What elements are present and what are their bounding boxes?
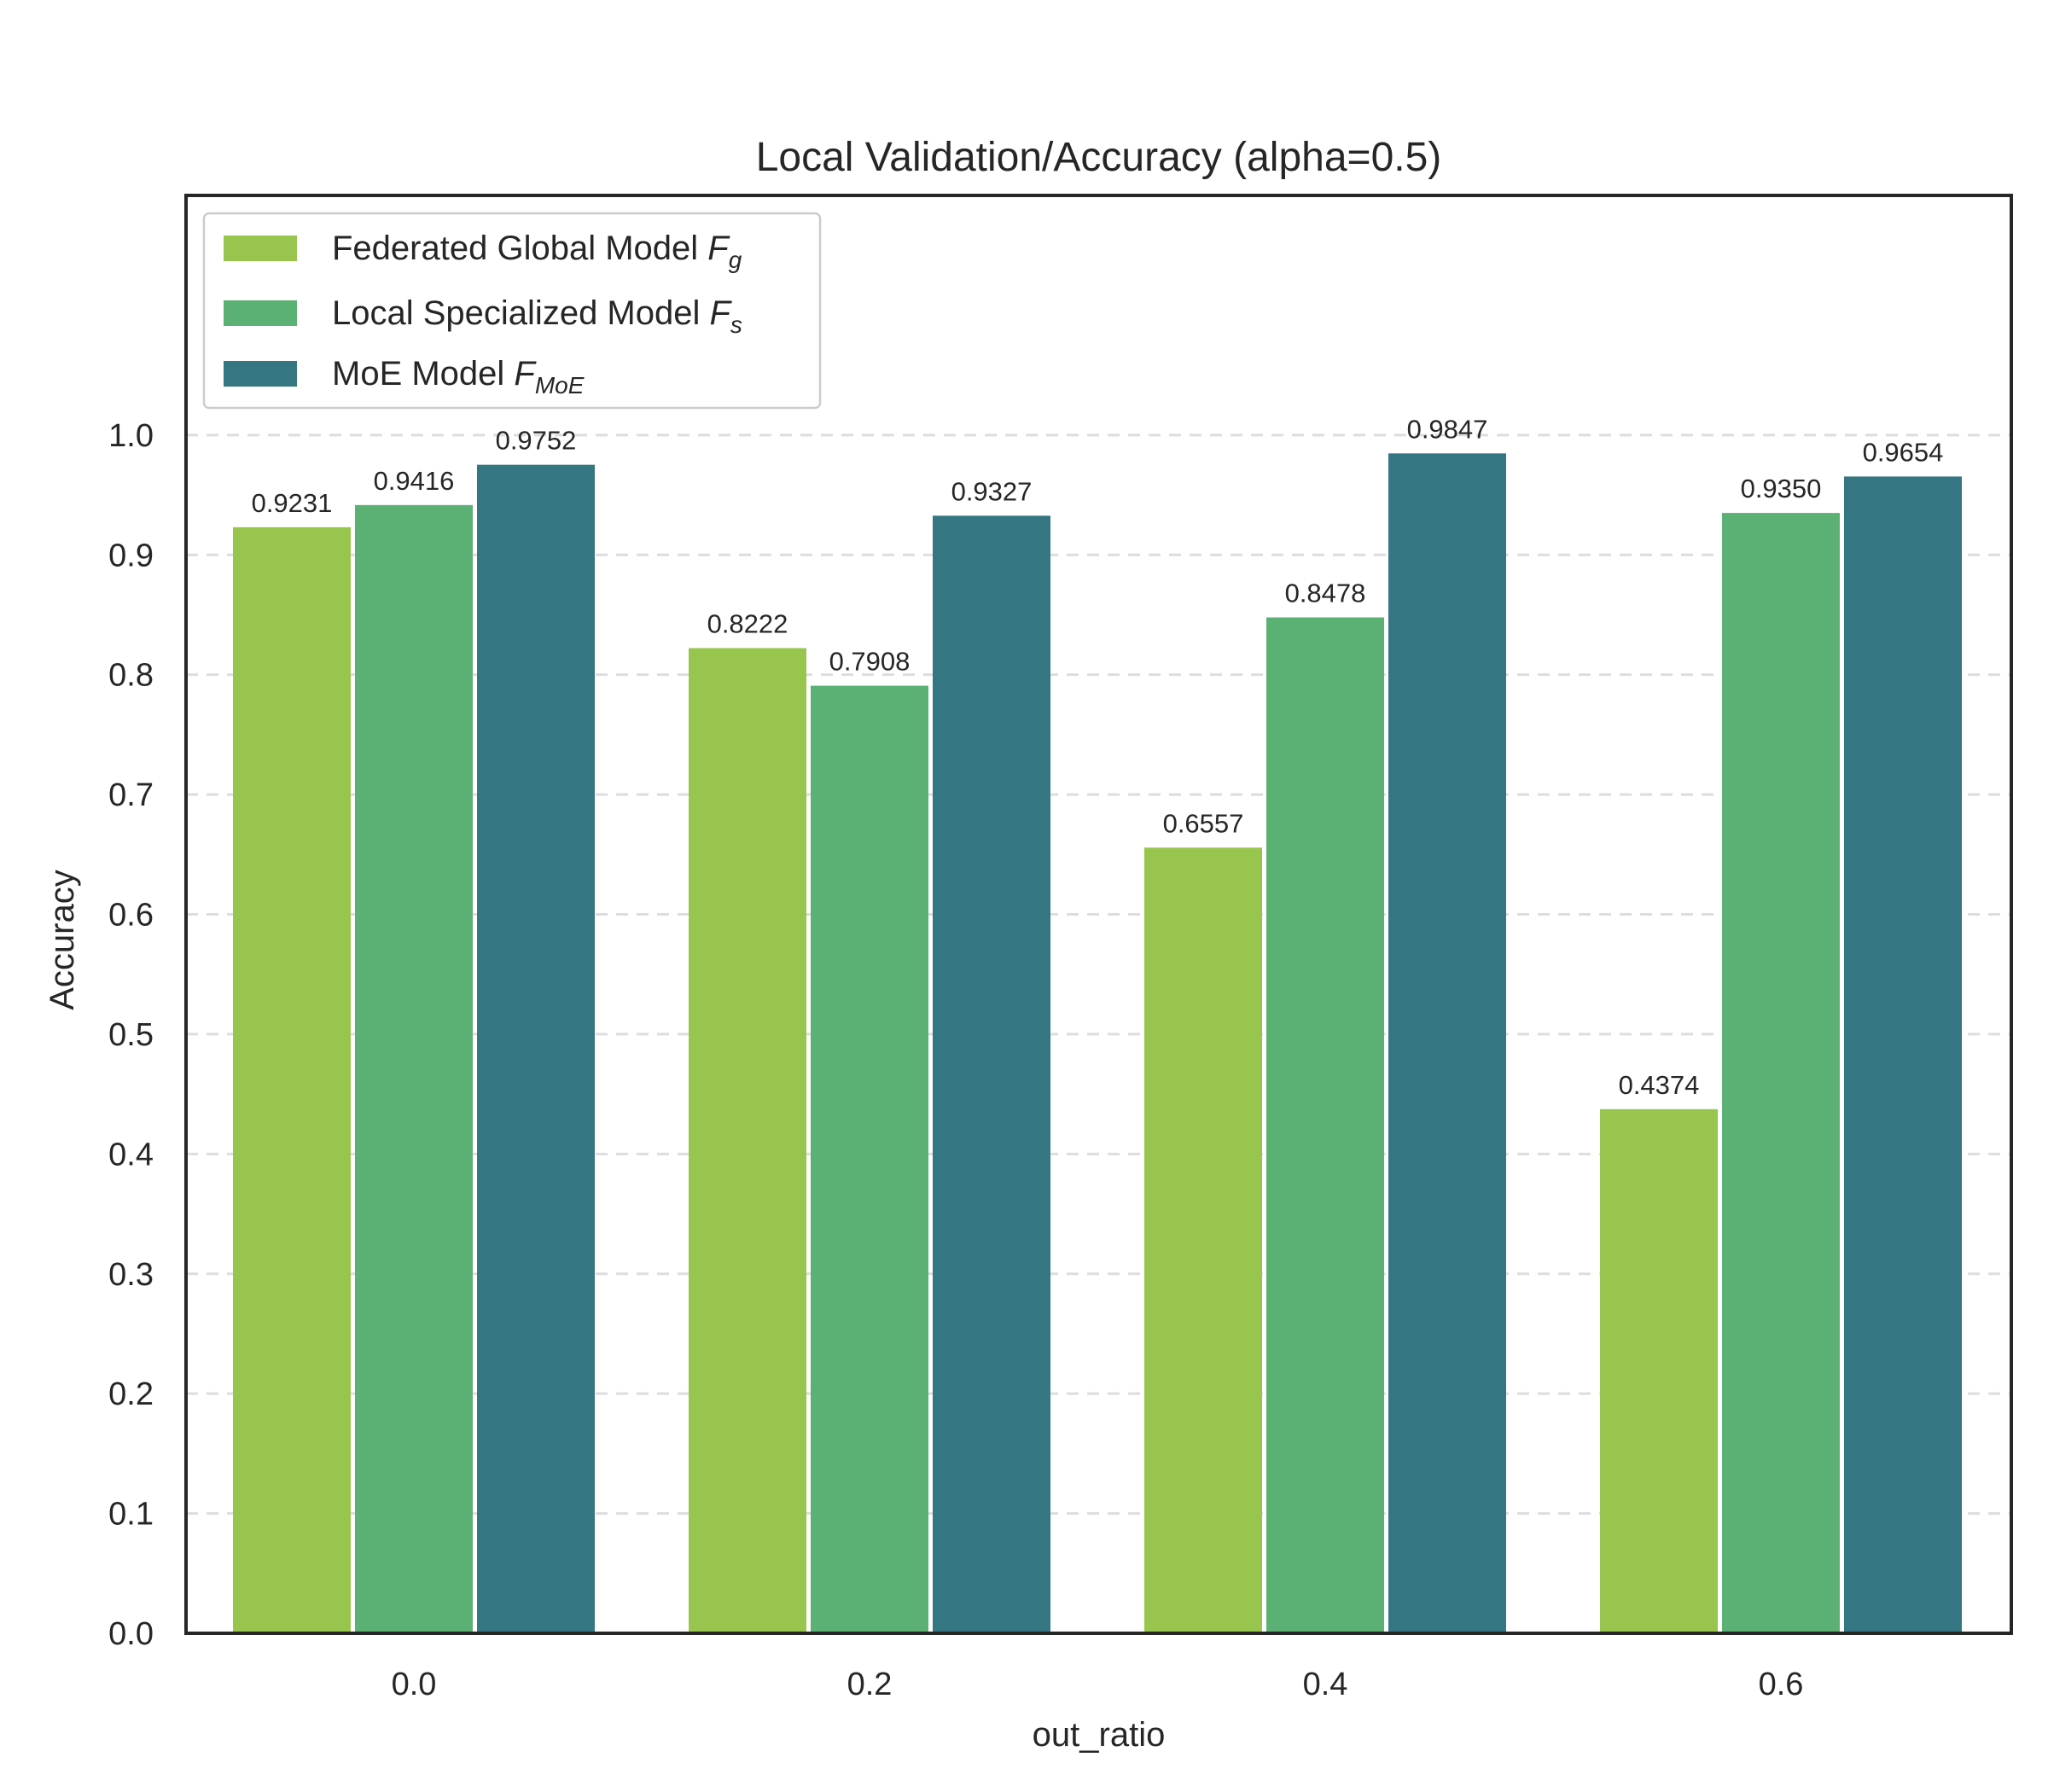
- bar-value-label: 0.9231: [252, 488, 333, 518]
- legend-box: [202, 212, 822, 410]
- legend-label-subscript: s: [730, 311, 742, 338]
- chart-title: Local Validation/Accuracy (alpha=0.5): [756, 135, 1442, 180]
- legend-label-subscript: g: [729, 247, 742, 273]
- y-tick-label: 0.4: [108, 1137, 154, 1172]
- y-ticks: 0.0 0.1 0.2 0.3 0.4 0.5 0.6 0.7 0.8 0.9 1.0: [108, 418, 154, 1652]
- legend: Federated Global Model Fg Local Specializ…: [202, 212, 822, 410]
- bar: [1266, 617, 1384, 1633]
- bar: [1388, 453, 1506, 1633]
- bar-value-label: 0.7908: [829, 647, 911, 677]
- bar-value-label: 0.9327: [951, 476, 1033, 506]
- legend-swatch: [224, 361, 297, 387]
- bar-value-label: 0.9847: [1407, 414, 1488, 444]
- bar: [933, 515, 1050, 1633]
- y-tick-label: 0.0: [108, 1616, 154, 1652]
- bar-value-label: 0.8222: [707, 608, 788, 638]
- bar-value-label: 0.9654: [1863, 437, 1944, 467]
- legend-label-text: MoE Model: [332, 355, 514, 393]
- bar-value-label: 0.9416: [374, 466, 455, 496]
- legend-label-text: Local Specialized Model: [332, 294, 709, 332]
- x-ticks: 0.0 0.2 0.4 0.6: [392, 1667, 1804, 1702]
- bar-value-label: 0.4374: [1619, 1070, 1700, 1100]
- legend-label-symbol: F: [514, 355, 537, 393]
- bar: [689, 648, 806, 1633]
- bars: [233, 453, 1962, 1634]
- bar: [1144, 847, 1262, 1633]
- x-tick-label: 0.2: [847, 1667, 893, 1702]
- y-tick-label: 0.5: [108, 1017, 154, 1053]
- legend-label-subscript: MoE: [535, 372, 585, 399]
- legend-label-symbol: F: [707, 230, 730, 267]
- legend-swatch: [224, 300, 297, 326]
- bar: [1722, 513, 1840, 1633]
- y-tick-label: 0.2: [108, 1376, 154, 1412]
- data-labels: 0.9231 0.9416 0.9752 0.8222 0.7908 0.9327 0.65…: [252, 414, 1944, 1100]
- bar-value-label: 0.9350: [1741, 474, 1822, 503]
- bar-value-label: 0.9752: [496, 426, 577, 456]
- legend-label: MoE Model FMoE: [332, 355, 585, 399]
- bar: [1600, 1108, 1718, 1633]
- y-tick-label: 0.8: [108, 658, 154, 694]
- bar: [355, 504, 473, 1633]
- x-tick-label: 0.4: [1303, 1667, 1348, 1702]
- y-tick-label: 0.1: [108, 1497, 154, 1533]
- y-tick-label: 0.6: [108, 898, 154, 934]
- bar-value-label: 0.6557: [1163, 808, 1244, 838]
- y-tick-label: 1.0: [108, 418, 154, 454]
- x-tick-label: 0.6: [1759, 1667, 1804, 1702]
- bar: [233, 527, 351, 1633]
- bar: [1844, 476, 1962, 1633]
- legend-label: Federated Global Model Fg: [332, 230, 742, 273]
- x-tick-label: 0.0: [392, 1667, 437, 1702]
- bar: [811, 685, 928, 1634]
- x-axis-label: out_ratio: [1033, 1716, 1166, 1754]
- y-tick-label: 0.3: [108, 1257, 154, 1293]
- legend-label-text: Federated Global Model: [332, 230, 707, 267]
- bar-value-label: 0.8478: [1285, 579, 1366, 608]
- y-tick-label: 0.7: [108, 777, 154, 813]
- legend-label: Local Specialized Model Fs: [332, 294, 742, 338]
- y-axis-label: Accuracy: [44, 870, 81, 1010]
- legend-swatch: [224, 236, 297, 261]
- y-tick-label: 0.9: [108, 538, 154, 573]
- plot-frame: [184, 194, 2013, 1635]
- bar: [477, 464, 595, 1633]
- legend-label-symbol: F: [709, 294, 732, 332]
